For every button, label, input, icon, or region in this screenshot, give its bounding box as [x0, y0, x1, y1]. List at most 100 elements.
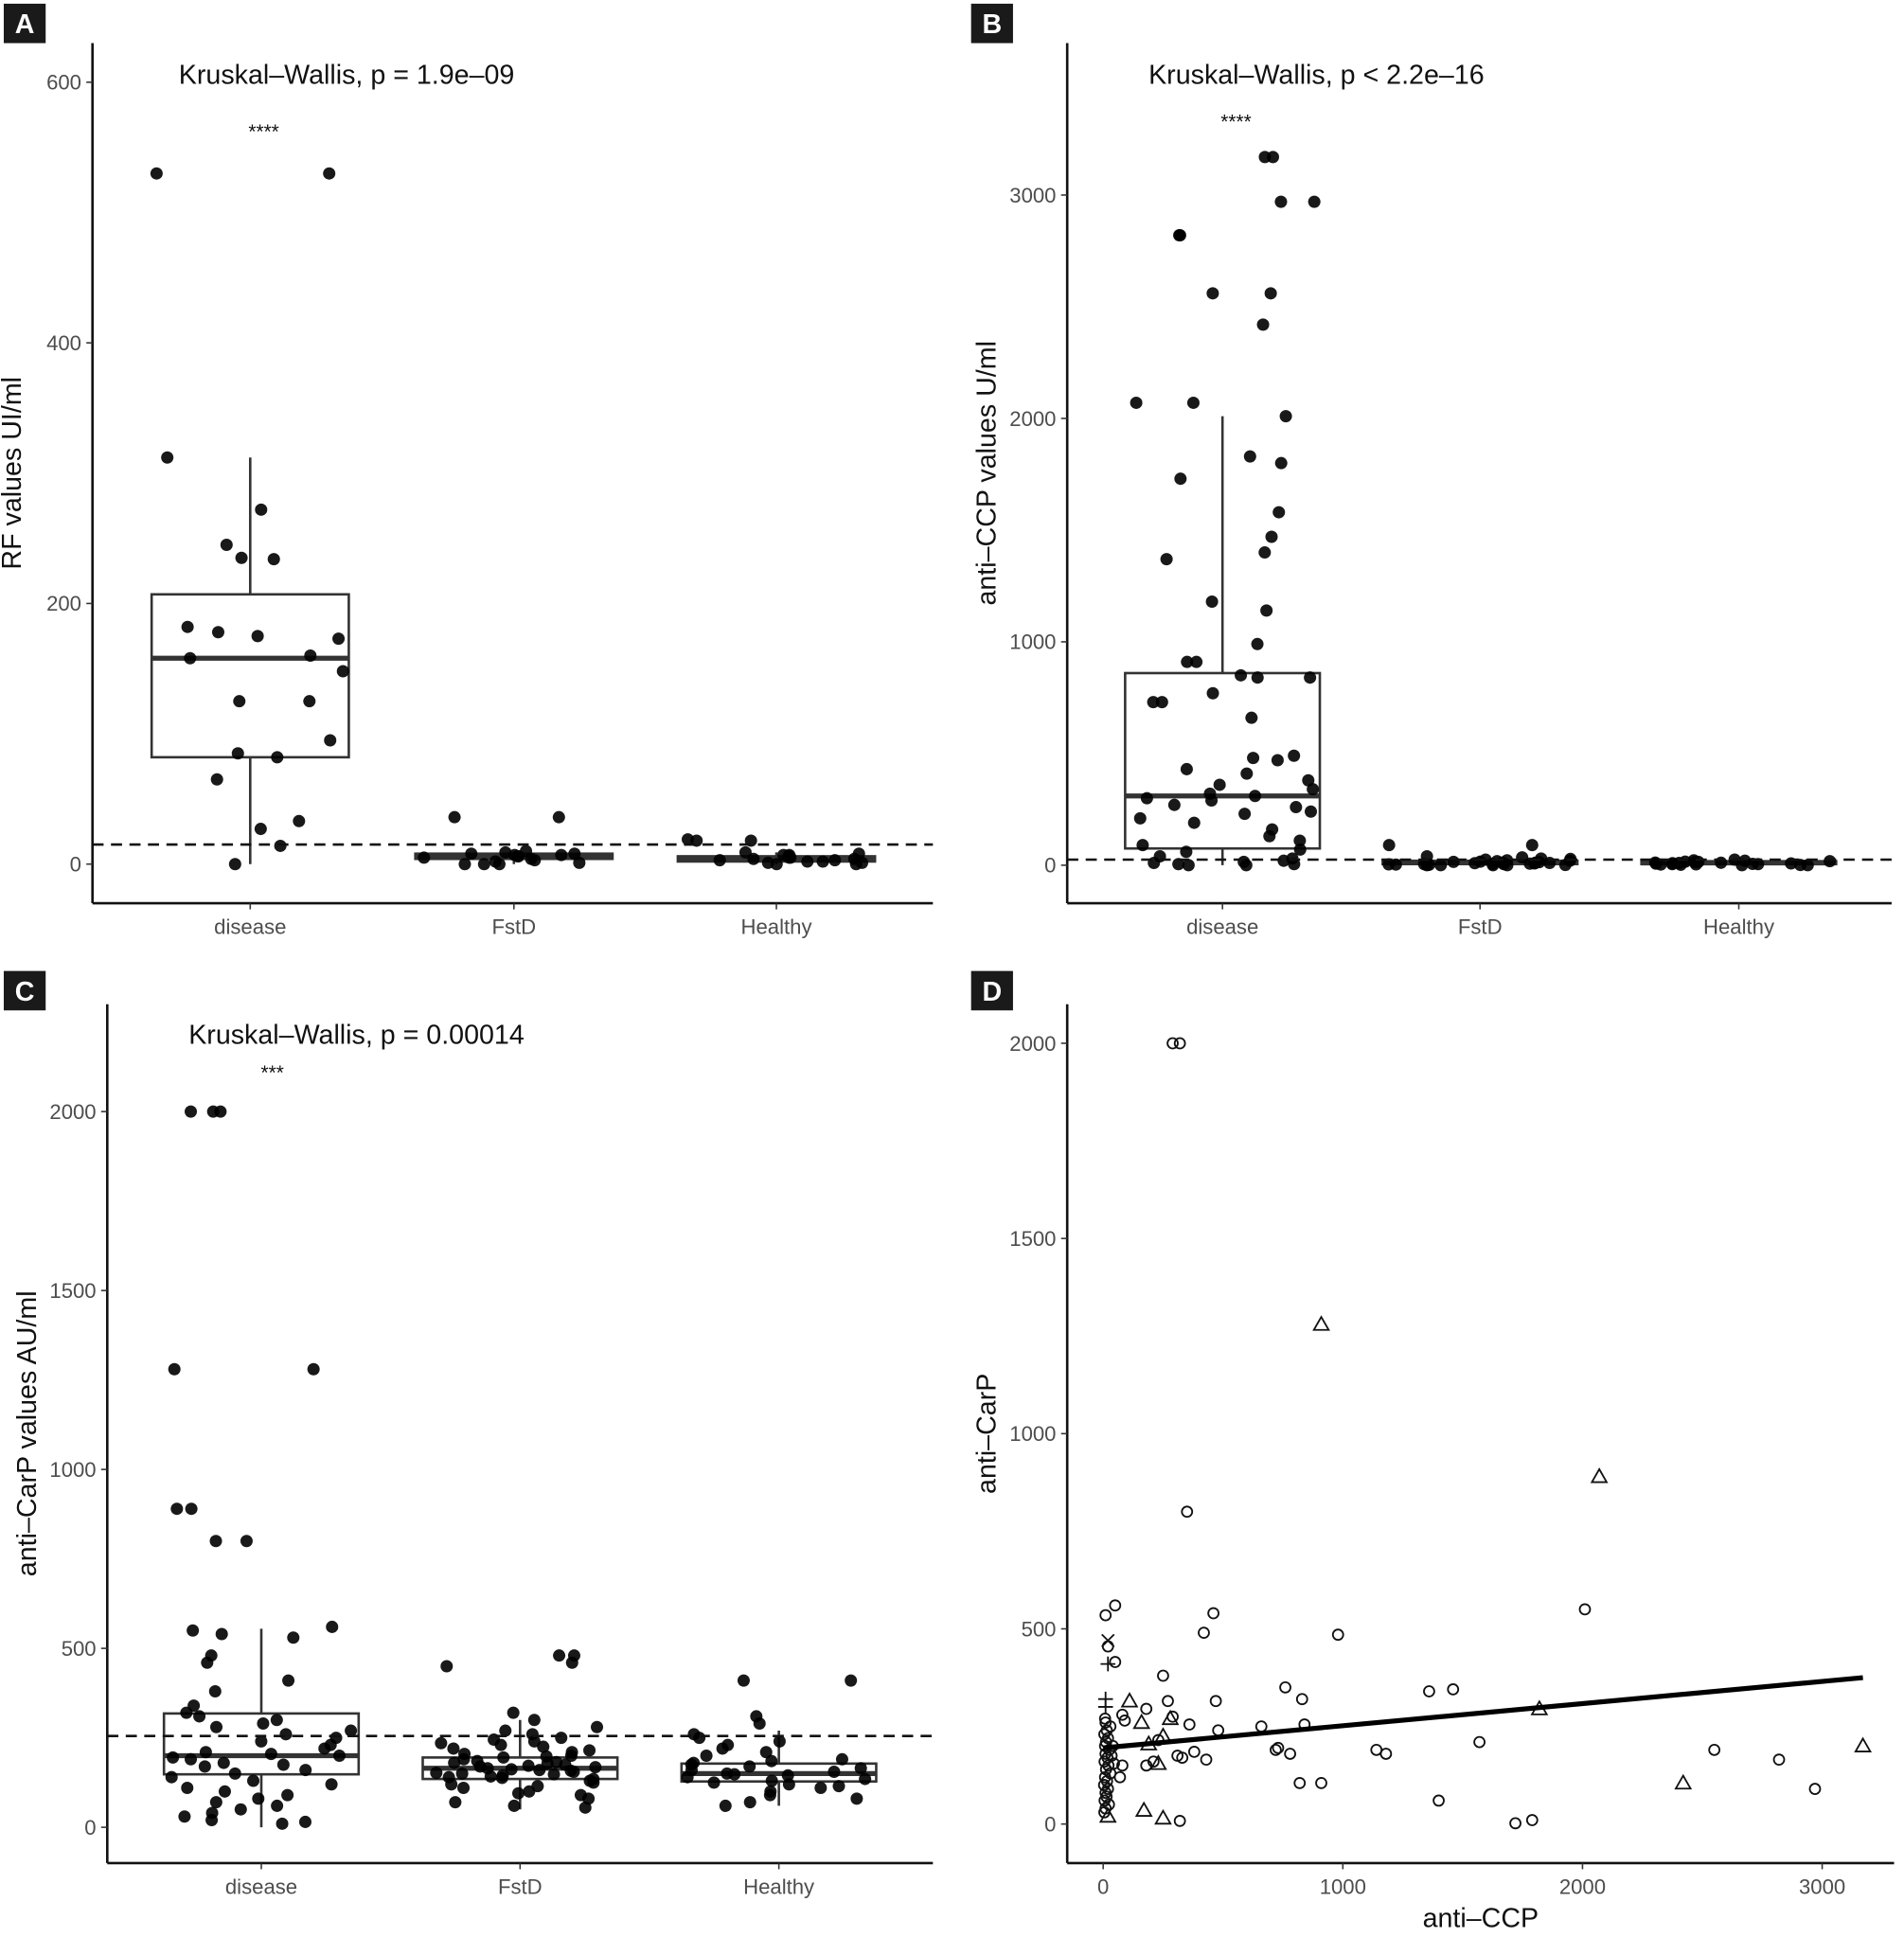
data-point	[326, 1620, 339, 1633]
data-point	[252, 1792, 265, 1805]
data-point	[465, 847, 478, 861]
data-point	[1389, 858, 1402, 871]
data-point	[1260, 604, 1273, 617]
data-point-circle	[1447, 1683, 1460, 1696]
data-point	[447, 1742, 460, 1755]
data-point	[218, 1785, 231, 1798]
data-point	[528, 854, 542, 867]
data-point	[1674, 858, 1687, 871]
data-point	[440, 1660, 454, 1673]
data-point	[299, 1764, 312, 1777]
data-point	[234, 1803, 247, 1816]
data-point	[1167, 798, 1181, 811]
data-point	[553, 1649, 566, 1662]
y-tick-label: 1500	[49, 1279, 96, 1303]
data-point	[1140, 791, 1153, 805]
data-point	[1240, 767, 1254, 780]
data-point	[345, 1724, 358, 1737]
x-axis-label: anti–CCP	[1423, 1904, 1539, 1934]
data-point-circle	[1105, 1750, 1118, 1762]
data-point	[1249, 790, 1262, 803]
data-point-circle	[1176, 1751, 1189, 1764]
data-point	[773, 1734, 786, 1748]
data-point	[1277, 854, 1290, 867]
data-point	[1265, 530, 1278, 543]
data-point	[523, 1785, 536, 1798]
data-point	[457, 1752, 471, 1766]
data-point	[257, 1716, 270, 1731]
data-point	[247, 1774, 260, 1787]
data-point-triangle	[1590, 1467, 1609, 1484]
data-point	[477, 858, 490, 871]
data-point-triangle	[1161, 1709, 1180, 1726]
data-point	[228, 1767, 241, 1780]
data-point	[303, 695, 316, 708]
y-tick-label: 400	[46, 331, 81, 355]
data-point	[1258, 546, 1272, 560]
panel-label-box	[3, 3, 46, 44]
y-tick-label: 2000	[49, 1100, 96, 1124]
data-point-circle	[1187, 1746, 1201, 1758]
y-tick-label: 0	[1044, 854, 1056, 878]
data-point	[240, 1535, 253, 1548]
data-point-circle	[1379, 1748, 1393, 1760]
panel-b: B 0 1000 2000 3000 anti–CCP values U/ml Kruska…	[970, 3, 1892, 939]
data-point	[211, 626, 224, 639]
data-point	[270, 1714, 283, 1727]
data-point	[304, 649, 317, 662]
data-point	[747, 852, 760, 865]
data-point	[1160, 553, 1173, 566]
data-point	[783, 851, 796, 864]
data-point	[150, 167, 163, 180]
data-point	[583, 1744, 596, 1757]
data-point-circle	[1295, 1693, 1308, 1706]
data-point	[573, 856, 586, 869]
data-point	[287, 1631, 300, 1644]
data-point	[170, 1502, 184, 1516]
data-point	[336, 665, 349, 678]
data-point	[765, 1754, 778, 1768]
data-point	[1247, 752, 1260, 765]
data-point-triangle	[1312, 1315, 1330, 1331]
data-point	[455, 1767, 469, 1780]
y-tick-label: 2000	[1009, 407, 1056, 431]
data-point	[1801, 859, 1814, 872]
data-point	[505, 1763, 518, 1776]
data-point-triangle	[1120, 1692, 1139, 1708]
data-point	[1147, 696, 1160, 709]
data-point	[1155, 696, 1168, 709]
data-point-circle	[1279, 1680, 1291, 1694]
data-point	[217, 1756, 230, 1769]
data-point	[567, 1766, 580, 1779]
data-point-triangle	[1098, 1806, 1117, 1823]
data-point	[1245, 711, 1258, 724]
data-point-circle	[1315, 1776, 1327, 1789]
significance-stars: ****	[1220, 111, 1251, 133]
data-point	[681, 1770, 694, 1784]
data-point-circle	[1272, 1741, 1285, 1754]
data-point	[828, 854, 842, 867]
data-point	[185, 1502, 198, 1516]
data-point-circle	[1200, 1753, 1213, 1767]
data-point-circle	[1578, 1603, 1592, 1616]
data-point	[435, 1736, 448, 1750]
data-point	[547, 1768, 561, 1781]
data-point	[458, 858, 472, 871]
data-point	[430, 1767, 443, 1780]
x-tick-label: FstD	[1458, 915, 1503, 939]
data-point	[323, 167, 336, 180]
data-point	[849, 858, 863, 871]
panel-a: A 0 200 400 600 RF values UI/ml Kruskal–Wallis…	[0, 3, 934, 939]
data-point	[215, 1627, 228, 1641]
data-point	[700, 1750, 713, 1763]
data-point	[1654, 858, 1667, 871]
data-point-circle	[1173, 1037, 1186, 1050]
data-point	[307, 1362, 320, 1376]
x-tick-label: 1000	[1320, 1875, 1366, 1898]
data-point-circle	[1097, 1779, 1111, 1791]
x-tick-label: Healthy	[741, 915, 813, 939]
data-point	[281, 1788, 294, 1802]
data-point	[445, 1778, 458, 1791]
data-point-circle	[1183, 1718, 1196, 1731]
